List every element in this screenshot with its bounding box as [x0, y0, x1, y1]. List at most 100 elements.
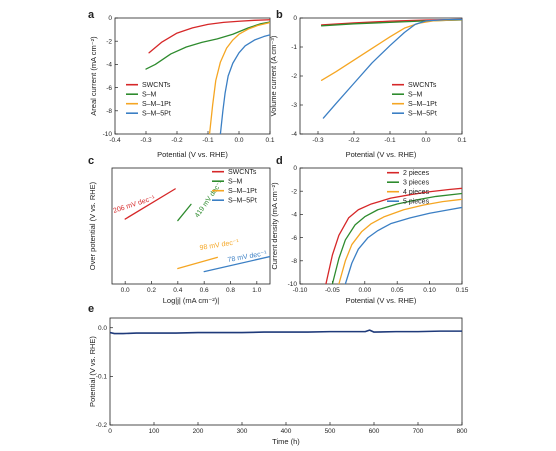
legend-entry: S–M–5Pt	[228, 198, 257, 205]
series-line-c-2	[177, 256, 218, 270]
panel-letter: d	[276, 155, 283, 167]
y-tick-label: -4	[106, 62, 112, 69]
y-tick-label: -2	[291, 73, 297, 80]
series-line-d-1	[331, 192, 462, 284]
series-line-c-0	[124, 188, 176, 220]
x-tick-label: 0.05	[391, 287, 404, 294]
y-axis-title: Potential (V vs. RHE)	[88, 336, 97, 407]
series-line-b-2	[320, 19, 462, 81]
y-axis-title: Areal current (mA cm⁻²)	[89, 36, 98, 116]
panel-e: 0 100 200 300 400 500 600 700 800 -0.2 -0.1 0.0 Time…	[88, 303, 468, 446]
x-axis-title: Potential (V vs. RHE)	[157, 150, 228, 159]
legend-entry: 4 pieces	[403, 189, 430, 196]
legend-a: SWCNTs S–M S–M–1Pt S–M–5Pt	[126, 82, 171, 118]
legend-entry: SWCNTs	[142, 82, 171, 89]
slope-label: 98 mV dec⁻¹	[199, 239, 240, 252]
x-tick-label: -0.2	[348, 137, 360, 144]
x-tick-label: 0.0	[121, 287, 130, 294]
x-tick-label: -0.2	[171, 137, 183, 144]
legend-entry: S–M–1Pt	[408, 101, 437, 108]
x-axis-title: Time (h)	[272, 437, 300, 446]
legend-d: 2 pieces 3 pieces 4 pieces 5 pieces	[387, 170, 430, 206]
x-tick-label: 0.6	[200, 287, 209, 294]
plot-frame-d	[299, 167, 463, 285]
panel-letter: e	[88, 303, 94, 315]
plot-frame-c	[111, 167, 271, 285]
y-axis-title: Current density (mA cm⁻²)	[270, 182, 279, 270]
legend-entry: S–M	[228, 179, 243, 186]
x-tick-label: 0.1	[265, 137, 274, 144]
x-axis-title: Potential (V vs. RHE)	[346, 150, 417, 159]
series-line-a-0	[148, 19, 270, 54]
series-line-d-0	[325, 187, 462, 284]
x-tick-label: 500	[325, 428, 336, 435]
y-tick-label: -6	[106, 85, 112, 92]
legend-entry: SWCNTs	[408, 82, 437, 89]
plot-frame-e	[109, 317, 463, 426]
x-tick-label: 200	[193, 428, 204, 435]
legend-entry: S–M–1Pt	[142, 101, 171, 108]
x-tick-label: 0.1	[457, 137, 466, 144]
x-tick-label: -0.3	[140, 137, 152, 144]
x-tick-label: 0.00	[358, 287, 371, 294]
x-tick-label: -0.10	[293, 287, 308, 294]
y-tick-label: 0	[293, 165, 297, 172]
panel-c: 0.0 0.2 0.4 0.6 0.8 1.0 Log|j| (mA cm⁻²)| Over …	[88, 155, 271, 305]
y-tick-label: -8	[291, 258, 297, 265]
x-tick-label: 100	[149, 428, 160, 435]
x-tick-label: 700	[413, 428, 424, 435]
x-tick-label: -0.1	[202, 137, 214, 144]
y-tick-label: -2	[291, 188, 297, 195]
panel-a: -0.4 -0.3 -0.2 -0.1 0.0 0.1 -10 -8 -6 -4 -2 0 Potent…	[88, 9, 275, 159]
series-line-b-3	[322, 18, 462, 119]
legend-entry: 5 pieces	[403, 199, 430, 206]
series-line-a-3	[219, 34, 270, 134]
legend-entry: 2 pieces	[403, 170, 430, 177]
x-tick-label: -0.05	[325, 287, 340, 294]
y-axis-title: Over potential (V vs. RHE)	[88, 181, 97, 270]
y-tick-label: 0	[108, 15, 112, 22]
x-tick-label: 0.15	[456, 287, 469, 294]
x-tick-label: -0.3	[312, 137, 324, 144]
x-tick-label: 0.8	[226, 287, 235, 294]
panel-letter: c	[88, 155, 94, 167]
series-line-c-1	[177, 203, 192, 222]
x-tick-label: 300	[237, 428, 248, 435]
x-tick-label: 0.4	[173, 287, 182, 294]
panel-letter: a	[88, 9, 95, 21]
y-tick-label: -4	[291, 131, 297, 138]
legend-entry: 3 pieces	[403, 180, 430, 187]
y-tick-label: -4	[291, 212, 297, 219]
x-tick-label: 400	[281, 428, 292, 435]
y-tick-label: -3	[291, 102, 297, 109]
series-line-d-2	[338, 198, 462, 284]
y-tick-label: -6	[291, 235, 297, 242]
slope-label: 419 mV dec⁻¹	[194, 179, 225, 219]
y-tick-label: -10	[103, 131, 113, 138]
y-axis-title: Volume current (A cm⁻³)	[269, 35, 278, 116]
plot-frame-a	[114, 17, 271, 135]
legend-b: SWCNTs S–M S–M–1Pt S–M–5Pt	[392, 82, 437, 118]
y-tick-label: 0	[293, 15, 297, 22]
legend-entry: S–M	[142, 92, 157, 99]
x-axis-title: Log|j| (mA cm⁻²)|	[163, 296, 220, 305]
series-line-a-1	[145, 21, 270, 70]
legend-entry: S–M–1Pt	[228, 188, 257, 195]
series-line-c-3	[203, 255, 270, 273]
y-tick-label: -1	[291, 44, 297, 51]
y-tick-label: 0.0	[98, 325, 107, 332]
series-line-d-3	[344, 206, 462, 284]
x-tick-label: 0	[108, 428, 112, 435]
legend-entry: SWCNTs	[228, 169, 257, 176]
series-line-e-0	[110, 329, 462, 335]
y-tick-label: -10	[288, 281, 298, 288]
legend-entry: S–M–5Pt	[142, 111, 171, 118]
x-axis-title: Potential (V vs. RHE)	[346, 296, 417, 305]
y-tick-label: -0.2	[96, 422, 108, 429]
y-tick-label: -8	[106, 108, 112, 115]
y-tick-label: -2	[106, 38, 112, 45]
x-tick-label: -0.4	[109, 137, 121, 144]
x-tick-label: -0.1	[384, 137, 396, 144]
panel-letter: b	[276, 9, 283, 21]
x-tick-label: 800	[457, 428, 468, 435]
